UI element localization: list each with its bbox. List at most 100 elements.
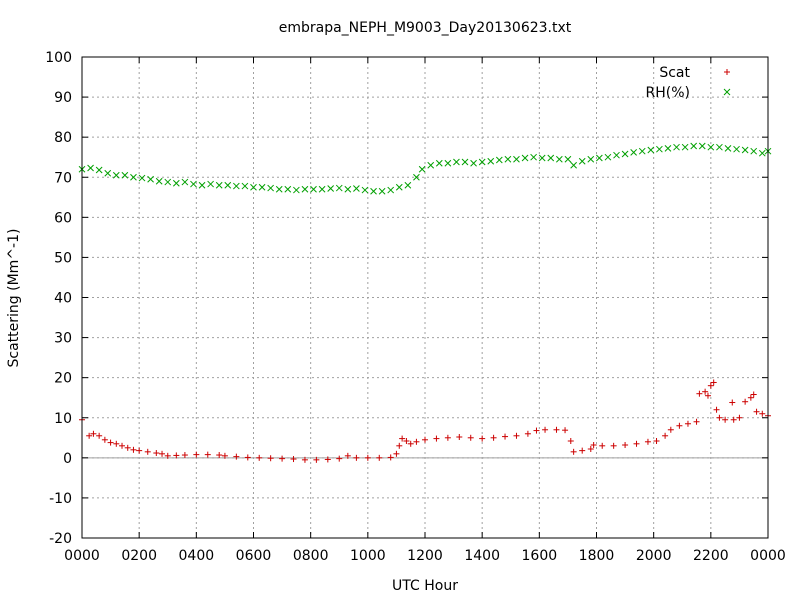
rh-point [95,166,103,174]
rh-point [758,149,766,157]
rh-point [215,181,223,189]
rh-point [370,187,377,195]
scat-point [399,435,406,442]
rh-point [310,185,317,193]
scat-point [244,454,251,461]
scat-point [113,440,120,447]
scat-point [144,448,151,455]
scat-point [570,448,577,455]
scat-point [324,456,331,463]
scat-point [193,451,200,458]
scat-point [119,442,126,449]
rh-point [112,171,120,179]
scat-point [376,454,383,461]
scat-point [653,437,660,444]
rh-point [647,146,655,154]
scat-point [130,446,137,453]
rh-point [521,154,529,162]
rh-point [673,143,680,151]
scat-point [107,439,114,446]
scat-point [181,452,188,459]
rh-point [681,143,689,151]
scat-point [413,438,420,445]
scat-point [513,432,520,439]
rh-series [78,142,772,195]
scat-point [662,432,669,439]
scat-point [290,456,297,463]
rh-point [147,175,154,183]
rh-point [690,142,698,150]
scat-point [396,442,403,449]
legend-marker-rh [723,88,731,96]
rh-point [181,178,189,186]
scat-point [633,440,640,447]
scat-point [344,452,351,459]
scat-point [562,427,569,434]
x-tick-label: 1600 [522,548,558,564]
scat-point [710,379,717,386]
rh-point [470,159,477,167]
scat-point [301,456,308,463]
y-axis-label: Scattering (Mm^-1) [6,229,22,368]
y-tick-label: 20 [54,371,72,387]
scat-point [747,394,754,401]
rh-point [241,182,249,190]
scat-point [676,422,683,429]
scat-point [542,426,549,433]
scat-point [502,433,509,440]
scat-point [707,382,714,389]
scat-point [90,430,97,437]
chart-title: embrapa_NEPH_M9003_Day20130623.txt [279,20,572,36]
scat-point [524,430,531,437]
rh-point [638,147,646,155]
rh-point [596,154,603,162]
x-tick-label: 0400 [179,548,215,564]
x-tick-label: 2200 [693,548,729,564]
scat-point [216,452,223,459]
scat-point [722,416,729,423]
rh-point [733,145,740,153]
x-tick-label: 0800 [293,548,329,564]
x-tick-label: 0000 [750,548,786,564]
scat-point [233,453,240,460]
rh-point [224,181,232,189]
y-tick-label: 90 [54,90,72,106]
scat-point [422,436,428,443]
y-tick-label: -10 [49,491,72,507]
rh-point [513,155,520,163]
scat-point [353,454,360,461]
scat-point [702,388,709,395]
scat-point [553,426,560,433]
rh-point [413,173,420,181]
rh-point [172,179,180,187]
rh-point [555,155,563,163]
scat-point [684,420,691,427]
rh-point [538,154,546,162]
scat-point [590,442,597,449]
rh-point [395,183,403,191]
scat-point [159,450,166,457]
legend-marker-scat [724,69,730,75]
rh-point [232,182,240,190]
scat-point [750,391,757,398]
rh-point [318,185,326,193]
rh-point [267,184,275,192]
y-tick-label: 30 [54,331,72,347]
scat-point [599,442,606,449]
rh-point [461,158,469,166]
scat-point [610,442,617,449]
scat-point [579,447,586,454]
scat-point [456,433,463,440]
scat-point [96,432,103,439]
rh-point [741,146,749,154]
scat-point [86,432,93,439]
rh-point [335,184,343,192]
scat-point [101,436,108,443]
scat-point [393,450,400,457]
scat-point [567,437,574,444]
rh-point [301,185,309,193]
y-tick-label: 80 [54,130,72,146]
scat-point [587,446,594,453]
rh-point [578,157,586,165]
